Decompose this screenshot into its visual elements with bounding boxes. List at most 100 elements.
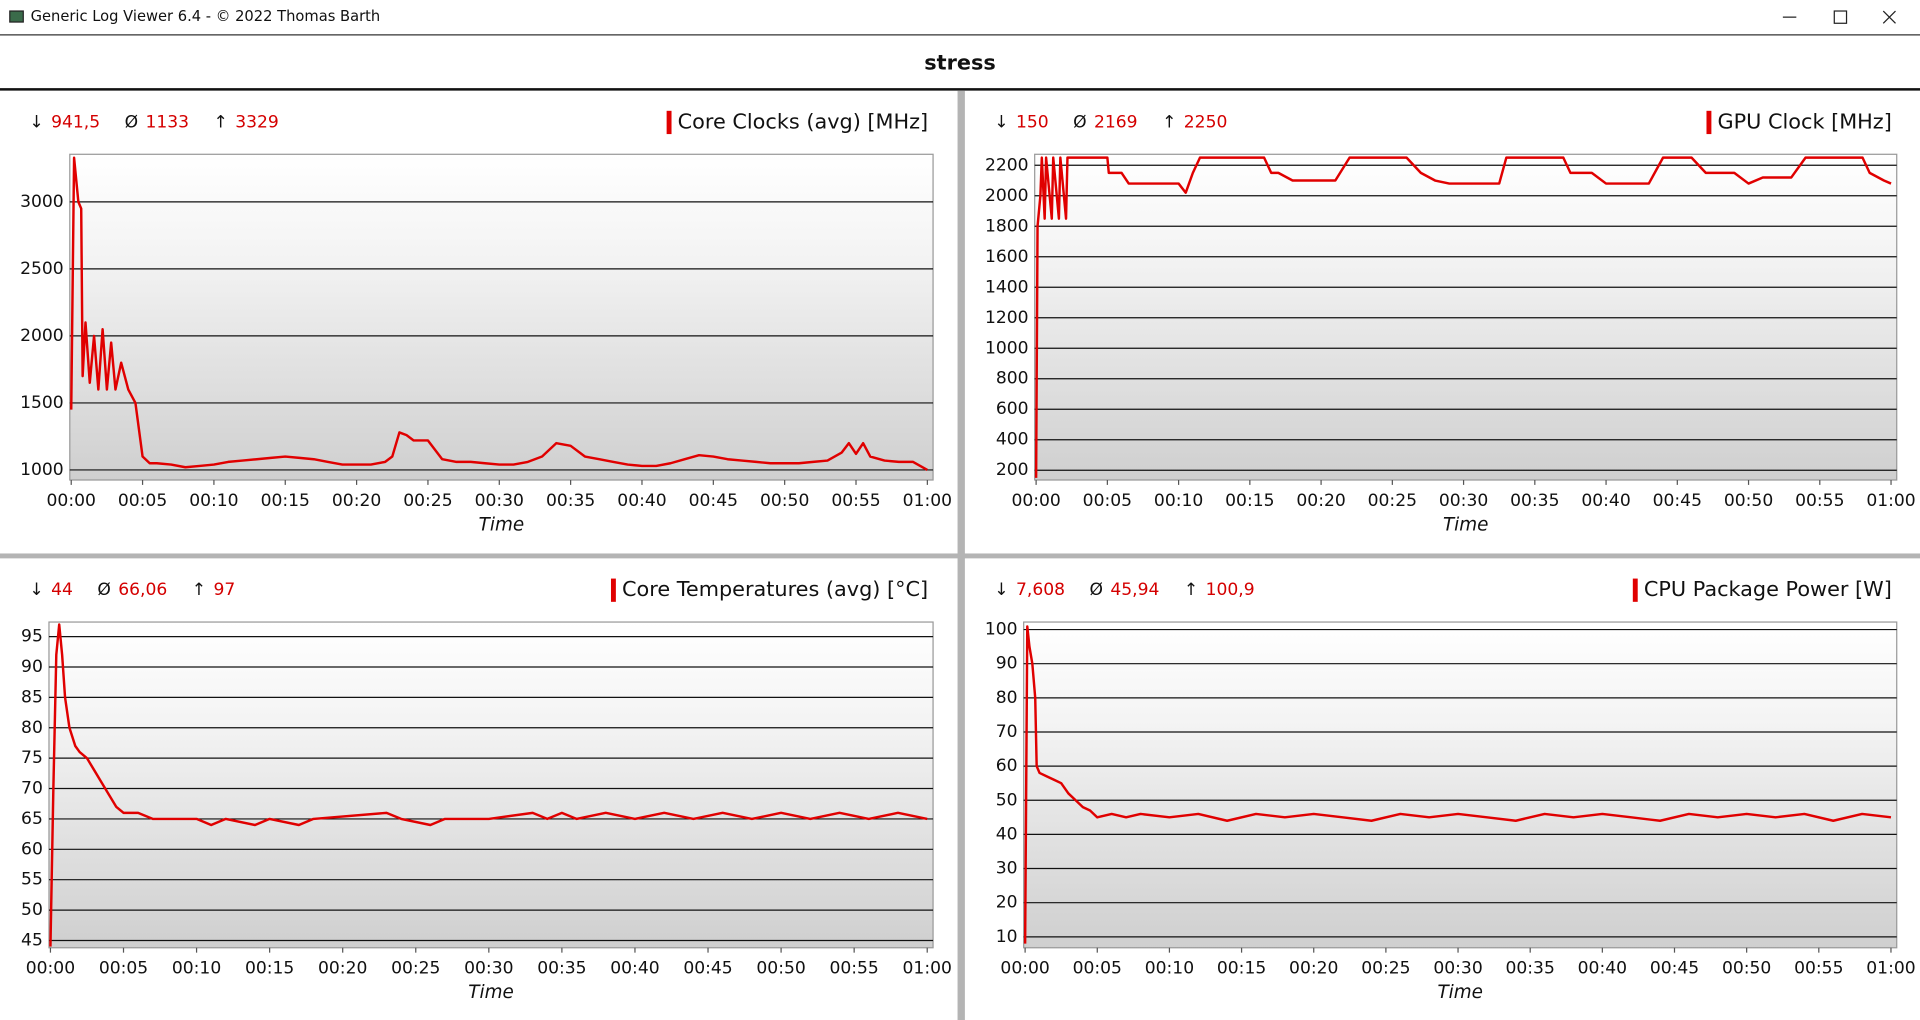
x-tick-label: 00:25 (391, 959, 440, 979)
x-tick-label: 00:55 (1795, 491, 1844, 511)
x-axis-label: Time (468, 982, 514, 1003)
y-tick-label: 1400 (985, 277, 1029, 297)
y-tick-label: 80 (996, 688, 1018, 708)
x-tick-label: 00:30 (464, 959, 513, 979)
maximize-button[interactable] (1833, 10, 1848, 24)
y-tick-label: 60 (996, 756, 1018, 776)
stat-symbol: ↓ (994, 112, 1008, 132)
y-tick-label: 800 (996, 369, 1029, 389)
y-tick-label: 90 (996, 654, 1018, 674)
x-tick-label: 00:25 (403, 491, 452, 511)
y-tick-label: 2200 (985, 155, 1029, 175)
data-line (49, 623, 928, 947)
x-tick-label: 00:20 (332, 491, 381, 511)
legend-swatch (610, 578, 616, 602)
stat-value: 7,608 (1016, 580, 1065, 600)
x-tick-label: 00:45 (689, 491, 738, 511)
stat-value: 45,94 (1110, 580, 1159, 600)
stat-symbol: Ø (1090, 580, 1103, 600)
y-tick-label: 1200 (985, 308, 1029, 328)
x-tick-label: 00:50 (756, 959, 805, 979)
y-tick-label: 20 (996, 893, 1018, 913)
stat-value: 44 (51, 580, 73, 600)
stat-value: 1133 (145, 112, 189, 132)
y-tick-label: 50 (21, 900, 43, 920)
y-tick-label: 90 (21, 657, 43, 677)
x-tick-label: 00:40 (1578, 959, 1627, 979)
y-tick-label: 70 (996, 722, 1018, 742)
stat-symbol: Ø (97, 580, 110, 600)
x-tick-label: 00:20 (1289, 959, 1338, 979)
stat-value: 66,06 (118, 580, 167, 600)
stat-symbol: ↑ (1184, 580, 1198, 600)
x-tick-label: 00:40 (610, 959, 659, 979)
legend-swatch (1706, 110, 1712, 135)
x-tick-label: 00:55 (829, 959, 878, 979)
x-tick-label: 00:10 (189, 491, 238, 511)
x-tick-label: 00:15 (1217, 959, 1266, 979)
x-axis-label: Time (1443, 514, 1489, 535)
x-tick-label: 01:00 (903, 491, 952, 511)
x-tick-label: 00:00 (47, 491, 96, 511)
stat-symbol: ↓ (994, 580, 1008, 600)
y-tick-label: 50 (996, 790, 1018, 810)
legend-label: Core Clocks (avg) [MHz] (678, 109, 929, 133)
x-tick-label: 00:05 (99, 959, 148, 979)
window-title: Generic Log Viewer 6.4 - © 2022 Thomas B… (31, 8, 381, 25)
y-tick-label: 600 (996, 399, 1029, 419)
y-tick-label: 1600 (985, 247, 1029, 267)
y-tick-label: 3000 (20, 192, 64, 212)
x-tick-label: 00:50 (1722, 959, 1771, 979)
stat-symbol: Ø (1073, 112, 1086, 132)
y-tick-label: 100 (985, 620, 1018, 640)
x-tick-label: 00:05 (1083, 491, 1132, 511)
y-tick-label: 85 (21, 687, 43, 707)
x-axis-label: Time (479, 514, 525, 535)
legend-label: Core Temperatures (avg) [°C] (622, 577, 928, 601)
x-tick-label: 00:55 (1794, 959, 1843, 979)
x-tick-label: 00:15 (261, 491, 310, 511)
x-tick-label: 00:40 (1581, 491, 1630, 511)
x-tick-label: 00:35 (1506, 959, 1555, 979)
y-tick-label: 200 (996, 460, 1029, 480)
x-tick-label: 00:15 (245, 959, 294, 979)
x-tick-label: 00:45 (1650, 959, 1699, 979)
legend-label: GPU Clock [MHz] (1718, 109, 1892, 133)
x-tick-label: 01:00 (1866, 491, 1915, 511)
x-tick-label: 00:45 (1653, 491, 1702, 511)
x-tick-label: 00:05 (1073, 959, 1122, 979)
y-tick-label: 65 (21, 809, 43, 829)
stat-value: 2169 (1094, 112, 1138, 132)
legend-label: CPU Package Power [W] (1644, 577, 1892, 601)
stat-symbol: ↑ (214, 112, 228, 132)
x-tick-label: 00:25 (1361, 959, 1410, 979)
y-tick-label: 45 (21, 930, 43, 950)
stat-symbol: ↑ (192, 580, 206, 600)
x-tick-label: 00:00 (1011, 491, 1060, 511)
horizontal-splitter[interactable] (0, 553, 1920, 559)
x-tick-label: 00:50 (1724, 491, 1773, 511)
x-tick-label: 00:05 (118, 491, 167, 511)
stat-value: 100,9 (1206, 580, 1255, 600)
x-tick-label: 00:30 (1433, 959, 1482, 979)
stat-value: 3329 (235, 112, 279, 132)
y-tick-label: 60 (21, 839, 43, 859)
x-tick-label: 00:00 (26, 959, 75, 979)
y-tick-label: 1000 (985, 338, 1029, 358)
x-tick-label: 00:35 (1510, 491, 1559, 511)
stat-symbol: ↑ (1162, 112, 1176, 132)
legend-swatch (1632, 578, 1638, 602)
x-tick-label: 00:50 (760, 491, 809, 511)
close-button[interactable] (1882, 10, 1896, 24)
stat-value: 941,5 (51, 112, 100, 132)
x-tick-label: 00:40 (617, 491, 666, 511)
x-tick-label: 00:25 (1368, 491, 1417, 511)
x-tick-label: 00:15 (1225, 491, 1274, 511)
x-tick-label: 00:10 (1145, 959, 1194, 979)
y-tick-label: 55 (21, 870, 43, 890)
x-axis-label: Time (1437, 982, 1483, 1003)
plot-area (48, 621, 934, 949)
stat-symbol: Ø (125, 112, 138, 132)
title-bar (0, 0, 1920, 35)
